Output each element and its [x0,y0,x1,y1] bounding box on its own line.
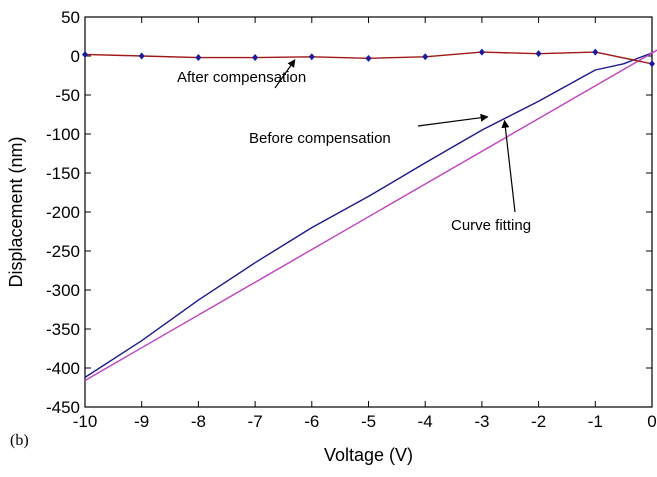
x-tick-label: -8 [191,412,206,431]
y-tick-label: -350 [46,320,80,339]
annotation-layer: After compensation Before compensation Cur… [177,59,531,234]
data-point-marker [365,54,372,62]
x-tick-label: 0 [647,412,656,431]
panel-label: (b) [10,432,29,449]
data-point-marker [252,54,259,62]
plot-frame [84,16,653,408]
data-point-marker [649,60,655,68]
x-tick-label: -1 [588,412,603,431]
x-tick-label: -5 [361,412,376,431]
data-point-marker [592,48,599,56]
data-point-marker [308,53,315,61]
annotation-arrow [501,119,516,213]
plot-area: -10 -9 -8 -7 -6 -5 -4 -3 -2 -1 0500-50-100-150-200… [6,8,657,465]
y-tick-label: -250 [46,242,80,261]
y-tick-label: -400 [46,359,80,378]
data-point-marker [195,54,202,62]
annotation-label: Curve fitting [451,217,531,234]
data-point-marker [422,53,429,61]
series-line-1 [84,52,653,378]
x-tick-label: -6 [304,412,319,431]
y-axis-title: Displacement (nm) [6,136,26,287]
data-point-marker [478,48,485,56]
y-tick-label: 50 [61,8,80,27]
y-tick-label: -100 [46,125,80,144]
data-point-marker [82,50,88,58]
annotation-label: Before compensation [249,130,391,147]
x-axis-title: Voltage (V) [324,445,413,465]
x-tick-label: -9 [134,412,149,431]
series-line-2 [84,49,657,382]
y-tick-label: -300 [46,281,80,300]
data-point-marker [535,50,542,58]
series-layer [82,48,657,382]
y-tick-label: -50 [55,86,80,105]
annotation-arrow [417,113,489,127]
y-tick-label: -200 [46,203,80,222]
x-tick-label: -2 [531,412,546,431]
x-tick-label: -4 [418,412,433,431]
y-tick-label: -150 [46,164,80,183]
x-tick-label: -3 [474,412,489,431]
data-point-marker [138,52,145,60]
x-tick-label: -10 [73,412,98,431]
annotation-arrow [274,59,296,89]
y-tick-label: -450 [46,398,80,417]
y-tick-label: 0 [71,47,80,66]
x-tick-label: -7 [248,412,263,431]
annotation-label: After compensation [177,69,306,86]
